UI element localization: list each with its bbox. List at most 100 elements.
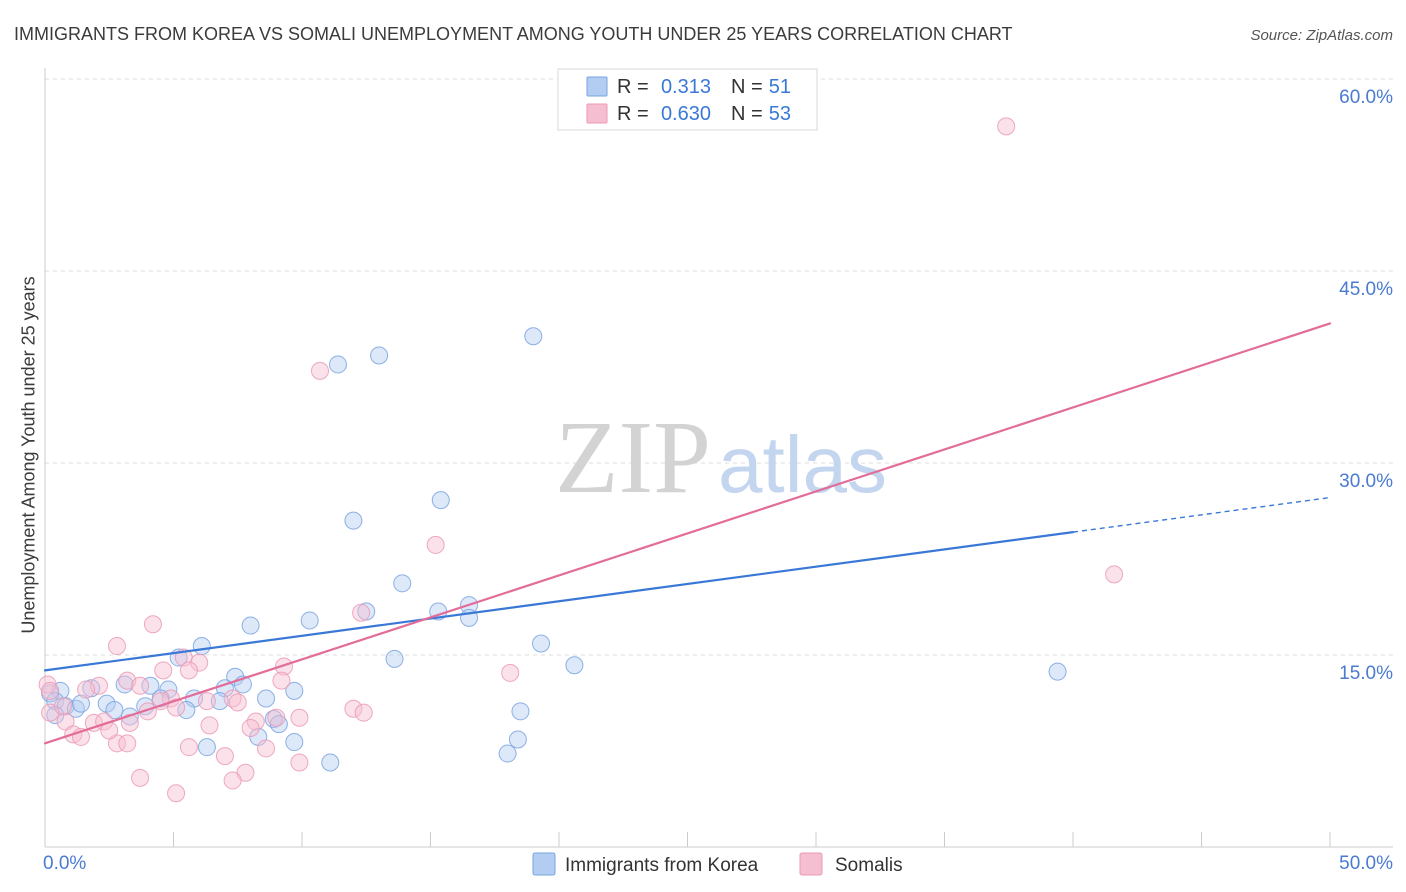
y-tick-label-30: 30.0%: [1339, 471, 1393, 492]
y-tick-labels: 60.0% 45.0% 30.0% 15.0%: [1339, 87, 1393, 684]
x-tick-label-max: 50.0%: [1339, 853, 1393, 874]
somali-point: [290, 753, 309, 772]
korea-point: [431, 491, 450, 510]
somali-points: [38, 117, 1124, 803]
somali-point: [53, 697, 72, 716]
korea-point: [197, 738, 216, 757]
legend-r-label: R =: [617, 103, 649, 125]
somali-point: [179, 661, 198, 680]
korea-points: [41, 327, 1067, 772]
korea-point: [141, 676, 160, 695]
korea-point: [370, 346, 389, 365]
korea-point: [177, 701, 196, 720]
korea-point: [226, 667, 245, 686]
korea-point: [1048, 662, 1067, 681]
somali-point: [107, 637, 126, 656]
korea-point: [328, 355, 347, 374]
somali-point: [143, 615, 162, 634]
legend-r-value-somali: 0.630: [661, 103, 711, 125]
korea-point: [285, 733, 304, 752]
somali-point: [77, 680, 96, 699]
somali-point: [310, 361, 329, 380]
korea-point: [393, 574, 412, 593]
somali-point: [131, 768, 150, 787]
somali-trend-line: [43, 322, 1332, 745]
somali-point: [118, 734, 137, 753]
somali-point: [223, 771, 242, 790]
gridlines: [45, 78, 1393, 656]
somali-point: [167, 698, 186, 717]
source-label: Source: ZipAtlas.com: [1250, 27, 1393, 44]
korea-point: [508, 730, 527, 749]
legend-swatch-korea: [586, 76, 608, 97]
korea-point: [257, 689, 276, 708]
korea-point: [241, 616, 260, 635]
watermark: ZIP atlas: [555, 400, 887, 515]
somali-point: [354, 703, 373, 722]
korea-point: [385, 649, 404, 668]
somali-point: [290, 708, 309, 727]
somali-point: [997, 117, 1016, 136]
somali-point: [257, 739, 276, 758]
x-tick-label-min: 0.0%: [43, 853, 86, 874]
korea-point: [511, 702, 530, 721]
somali-point: [1105, 565, 1124, 584]
somali-point: [120, 713, 139, 732]
chart-title: IMMIGRANTS FROM KOREA VS SOMALI UNEMPLOY…: [14, 24, 1013, 44]
somali-point: [426, 535, 445, 554]
y-axis-title: Unemployment Among Youth under 25 years: [18, 276, 38, 633]
somali-point: [267, 708, 286, 727]
somali-point: [197, 692, 216, 711]
legend-r-label: R =: [617, 76, 649, 98]
korea-point: [565, 656, 584, 675]
korea-point: [105, 701, 124, 720]
somali-point: [179, 738, 198, 757]
somali-point: [41, 681, 60, 700]
somali-point: [501, 663, 520, 682]
korea-point: [71, 694, 90, 713]
korea-point: [344, 511, 363, 530]
somali-point: [151, 692, 170, 711]
korea-point: [97, 694, 116, 713]
y-tick-label-45: 45.0%: [1339, 279, 1393, 300]
legend-r-value-korea: 0.313: [661, 76, 711, 98]
somali-point: [154, 661, 173, 680]
watermark-zip: ZIP: [555, 400, 711, 515]
somali-point: [200, 716, 219, 735]
watermark-atlas: atlas: [718, 420, 887, 509]
series-label-korea: Immigrants from Korea: [565, 855, 759, 876]
series-swatch-somali: [799, 852, 823, 876]
korea-point: [192, 637, 211, 656]
korea-point: [321, 753, 340, 772]
somali-point: [275, 657, 294, 676]
legend-swatch-somali: [586, 103, 608, 124]
legend-n-label: N =: [731, 76, 763, 98]
korea-point: [498, 744, 517, 763]
korea-point: [285, 681, 304, 700]
legend-n-label: N =: [731, 103, 763, 125]
series-swatch-korea: [532, 852, 556, 876]
somali-point: [190, 653, 209, 672]
korea-trend-line-extension: [1072, 496, 1331, 533]
korea-point: [524, 327, 543, 346]
correlation-legend: R = 0.313 N = 51 R = 0.630 N = 53: [557, 68, 818, 131]
korea-point: [300, 611, 319, 630]
x-tick-marks: [44, 832, 1331, 847]
somali-point: [138, 702, 157, 721]
somali-point: [131, 676, 150, 695]
korea-point: [532, 634, 551, 653]
somali-point: [272, 671, 291, 690]
somali-point: [241, 718, 260, 737]
series-label-somali: Somalis: [835, 855, 903, 876]
y-tick-label-15: 15.0%: [1339, 663, 1393, 684]
legend-n-value-somali: 53: [769, 103, 791, 125]
somali-point: [215, 747, 234, 766]
y-tick-label-60: 60.0%: [1339, 87, 1393, 108]
korea-trend-line: [43, 531, 1075, 672]
somali-point: [228, 693, 247, 712]
somali-point: [352, 603, 371, 622]
somali-point: [167, 784, 186, 803]
somali-point: [344, 699, 363, 718]
legend-n-value-korea: 51: [769, 76, 791, 98]
